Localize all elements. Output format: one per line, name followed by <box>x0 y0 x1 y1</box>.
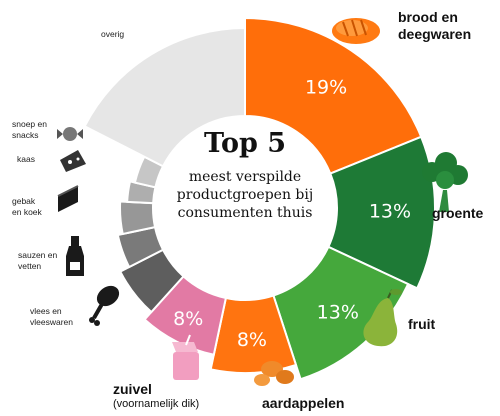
value-label-brood-en-deegwaren: 19% <box>305 76 347 98</box>
sauce-bottle-icon <box>66 236 84 276</box>
chart-subtitle-line-2: productgroepen bij <box>177 187 313 203</box>
value-label-aardappelen: 8% <box>237 329 267 351</box>
drumstick-icon <box>89 285 120 326</box>
value-label-fruit: 13% <box>317 301 359 323</box>
label-groente: groente <box>432 205 484 221</box>
value-label-zuivel: 8% <box>173 308 203 330</box>
label-overig: overig <box>101 29 124 39</box>
label-kaas: kaas <box>17 154 35 164</box>
chart-title: Top 5 <box>204 128 286 159</box>
label-vlees-en-vleeswaren: vlees en vleeswaren <box>30 306 73 327</box>
pear-icon <box>363 289 402 347</box>
chart-subtitle-line-1: meest verspilde <box>189 169 301 185</box>
bread-icon <box>332 18 380 44</box>
label-zuivel-sub: (voornamelijk dik) <box>113 398 199 410</box>
candy-icon <box>57 127 83 141</box>
category-icons <box>57 18 468 386</box>
center-title: Top 5 meest verspilde productgroepen bij… <box>177 128 313 221</box>
slice-brood-en-deegwaren <box>244 16 423 175</box>
label-snoep-en-snacks: snoep en snacks <box>12 119 47 140</box>
percentage-labels: 19% 13% 13% 8% 8% <box>173 76 411 351</box>
label-brood-en-deegwaren: brood en deegwaren <box>398 9 471 42</box>
broccoli-icon <box>422 152 468 212</box>
chart-subtitle-line-3: consumenten thuis <box>178 205 313 221</box>
label-zuivel: zuivel <box>113 381 152 397</box>
cake-icon <box>57 185 79 212</box>
label-fruit: fruit <box>408 316 436 332</box>
label-aardappelen: aardappelen <box>262 395 344 411</box>
slice-overig <box>83 26 246 168</box>
cheese-icon <box>60 150 86 172</box>
label-sauzen-en-vetten: sauzen en vetten <box>18 250 57 271</box>
milk-carton-icon <box>172 334 199 380</box>
potato-icon <box>254 361 294 386</box>
label-gebak-en-koek: gebak en koek <box>12 196 43 217</box>
slice-gebak-en-koek <box>119 200 157 236</box>
value-label-groente: 13% <box>369 200 411 222</box>
donut-slices <box>83 16 436 381</box>
